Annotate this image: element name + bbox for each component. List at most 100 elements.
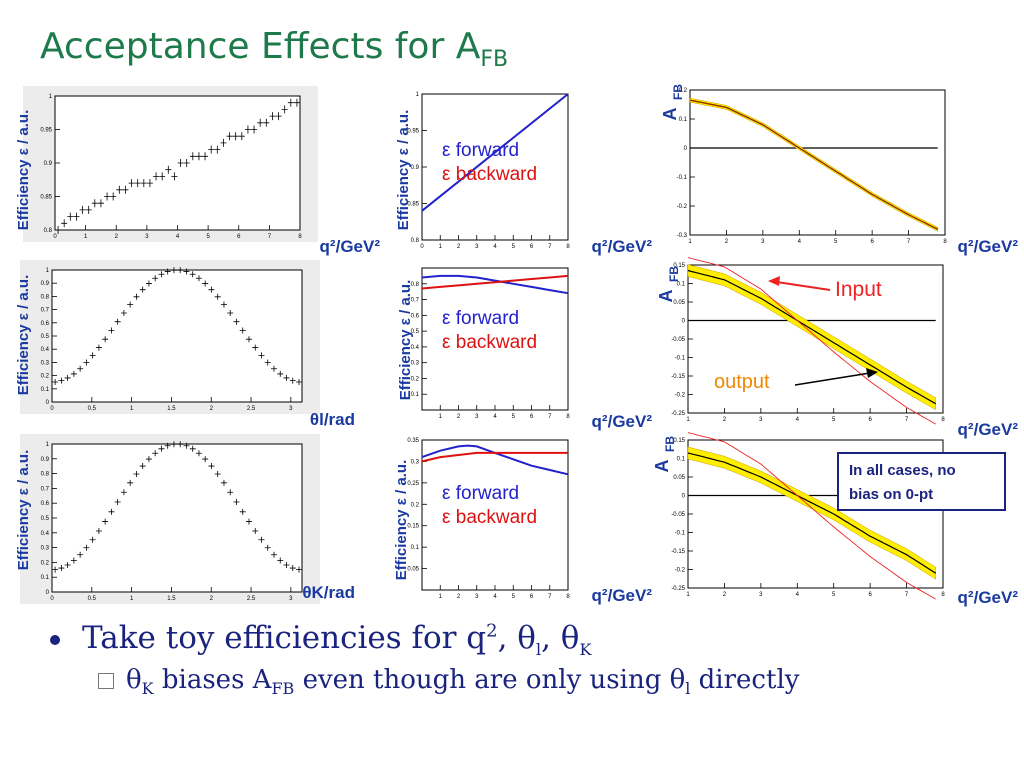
data-point [214,471,221,478]
data-point [52,379,59,386]
x-tick-label: 2 [725,239,729,245]
data-point [257,118,264,127]
data-point [239,508,246,515]
data-point [145,456,152,463]
y-tick-label: 0.6 [41,501,50,507]
y-tick-label: 0.2 [411,376,420,382]
data-point [183,159,190,167]
data-point [139,463,146,470]
data-point [158,271,165,278]
data-point [64,374,71,381]
data-point [277,557,284,564]
x-tick-label: 2 [210,406,214,412]
data-point [202,456,209,463]
x-tick-label: 5 [512,594,516,600]
plot-frame [51,269,303,403]
x-tick-label: 6 [868,592,872,598]
y-tick-label: -0.2 [677,204,688,210]
data-point [108,327,115,334]
y-tick-label: 0.1 [677,457,686,463]
x-tick-label: 1 [439,244,443,250]
data-point [283,374,290,381]
data-point [289,565,296,572]
x-tick-label: 3 [475,414,479,420]
x-tick-label: 1 [130,406,134,412]
y-tick-label: 0.35 [407,438,419,444]
y-tick-label: -0.2 [675,393,686,399]
y-tick-label: 0.3 [41,360,50,366]
y-axis-label: Efficiency ε / a.u. [15,275,32,396]
note-box [837,452,1006,511]
data-point [122,185,129,194]
x-tick-label: 8 [941,592,945,598]
data-point [293,98,300,107]
x-tick-label: 4 [176,234,180,240]
data-point [133,471,140,478]
data-point [171,172,178,181]
afb-ylabel-text: A [660,108,680,121]
y-tick-label: 0 [46,400,50,406]
data-point [110,192,117,201]
x-axis-label-q2: q²/GeV² [592,586,653,605]
y-tick-label: 0.5 [41,516,50,522]
data-point [89,536,96,543]
afb-ylabel-sub: FB [671,84,685,100]
y-axis-label: Efficiency ε / a.u. [15,450,32,571]
afb-ylabel: A FB [652,436,677,473]
y-tick-label: 1 [46,442,50,448]
plot-frame [421,267,569,411]
y-tick-label: -0.3 [677,233,688,239]
data-point [177,159,184,167]
y-tick-label: 0.1 [679,117,688,123]
series-line-forward [421,274,569,295]
note-line-2: bias on 0-pt [849,486,933,503]
x-tick-label: 3 [761,239,765,245]
x-axis-label-q2: q²/GeV² [592,237,653,256]
data-point [244,125,251,134]
y-tick-label: 0 [682,494,686,500]
series-line-forward [421,93,569,212]
y-tick-label: 0.1 [677,282,686,288]
y-tick-label: 0 [682,319,686,325]
data-point [55,226,62,234]
x-tick-label: 2 [723,592,727,598]
data-point [245,518,252,525]
x-tick-label: 4 [493,244,497,250]
data-point [127,479,134,486]
x-tick-label: 1 [130,596,134,602]
series-line-forward [421,444,569,476]
x-tick-label: 3 [145,234,149,240]
data-point [177,441,184,448]
x-tick-label: 1 [688,239,692,245]
y-tick-label: 0.6 [411,313,420,319]
input-arrowhead [768,276,780,286]
note-line-1: In all cases, no [849,462,956,479]
data-point [152,275,159,282]
x-tick-label: 8 [941,417,945,423]
data-point [233,318,240,325]
x-tick-label: 5 [832,417,836,423]
error-band [689,97,938,232]
data-point [189,445,196,452]
data-point [83,359,90,366]
y-tick-label: 1 [46,268,50,274]
plot-frame [54,95,301,231]
error-band [687,446,936,580]
x-tick-label: 0 [420,244,424,250]
data-point [220,138,227,147]
data-point [202,152,209,161]
afb-panel-1: 1 2 3 4 5 6 7 8 -0.3 -0.2 -0.1 0 0.1 0.2 A FB [660,84,947,245]
data-point [58,377,65,384]
x-tick-label: 6 [530,244,534,250]
y-tick-label: 0.95 [40,128,52,134]
y-tick-label: 1 [49,94,53,100]
y-tick-label: -0.15 [671,549,685,555]
x-axis-label-q2: q²/GeV² [958,588,1019,607]
x-tick-label: 0.5 [88,406,97,412]
data-point [128,179,135,188]
data-point [70,557,77,564]
data-point [264,544,271,551]
x-tick-label: 0 [50,406,54,412]
data-point [102,518,109,525]
data-point [233,498,240,505]
